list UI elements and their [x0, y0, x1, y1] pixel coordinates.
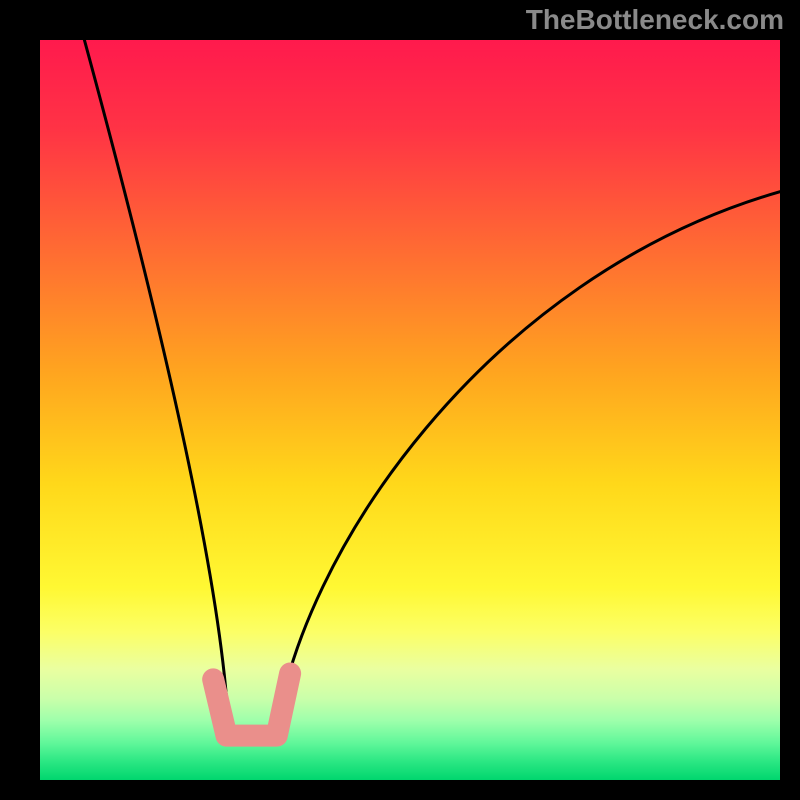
- gradient-background: [40, 40, 780, 780]
- chart-frame: TheBottleneck.com: [0, 0, 800, 800]
- watermark-text: TheBottleneck.com: [526, 4, 784, 36]
- chart-svg: [0, 0, 800, 800]
